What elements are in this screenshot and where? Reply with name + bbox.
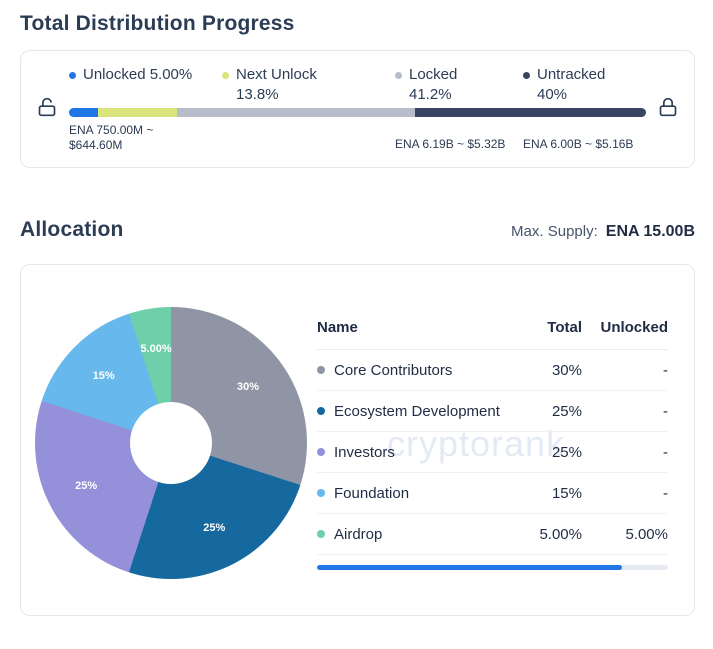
token-distribution-page: Total Distribution Progress Unlocked 5.0… [20,12,695,616]
row-unlocked: - [663,484,668,502]
row-name: Investors [334,443,395,461]
bar-segment-untracked [415,108,646,117]
legend-item-untracked: Untracked 40% [523,65,605,105]
row-unlocked: - [663,361,668,379]
row-total: 25% [551,402,582,420]
row-dot [317,407,325,415]
distribution-progress-bar[interactable] [69,108,646,117]
airdrop-progress-track [317,565,668,570]
bar-segment-unlocked [69,108,98,117]
table-header-row: Name Total Unlocked [317,319,668,350]
allocation-card: cryptorank 30% 25% 25% 15% 5.00% Name Total … [20,264,695,616]
row-dot [317,489,325,497]
legend-item-next-unlock: Next Unlock 13.8% [222,65,317,105]
row-total: 5.00% [539,525,582,543]
legend-dot-locked [395,72,402,79]
legend-item-locked: Locked 41.2% [395,65,457,105]
slice-label-ecosystem-development: 25% [203,521,226,534]
unlocked-amount: ENA 750.00M ~ $644.60M [69,123,153,153]
allocation-donut-chart[interactable]: 30% 25% 25% 15% 5.00% [35,307,307,579]
unlocked-amount-line1: ENA 750.00M ~ [69,123,154,137]
row-dot [317,448,325,456]
legend-dot-unlocked [69,72,76,79]
table-row-airdrop: Airdrop 5.00% 5.00% [317,514,668,555]
allocation-title: Allocation [20,218,124,241]
unlocked-amount-line2: $644.60M [69,138,123,152]
row-dot [317,366,325,374]
legend-label: Next Unlock [236,66,317,83]
row-total: 25% [551,443,582,461]
row-name: Ecosystem Development [334,402,500,420]
legend-label: Untracked [537,66,606,83]
row-name: Airdrop [334,525,383,543]
allocation-header: Allocation Max. Supply: ENA 15.00B [20,218,695,242]
row-total: 30% [551,361,582,379]
row-name: Core Contributors [334,361,453,379]
untracked-amount: ENA 6.00B ~ $5.16B [523,137,634,151]
row-total: 15% [551,484,582,502]
max-supply: Max. Supply: ENA 15.00B [511,223,695,241]
legend-item-unlocked: Unlocked 5.00% [69,65,192,85]
legend-value: 40% [537,86,568,103]
legend-value: 13.8% [236,86,279,103]
slice-label-investors: 25% [75,480,98,493]
row-dot [317,530,325,538]
legend-value: 41.2% [409,86,452,103]
slice-label-airdrop: 5.00% [140,342,172,355]
header-name: Name [317,319,358,336]
table-row-foundation: Foundation 15% - [317,473,668,514]
max-supply-value: ENA 15.00B [605,223,695,240]
locked-amount: ENA 6.19B ~ $5.32B [395,137,506,151]
distribution-card: Unlocked 5.00% Next Unlock 13.8% Locked … [20,50,695,168]
bar-segment-next-unlock [97,108,178,117]
row-unlocked: - [663,402,668,420]
unlock-icon [37,97,57,117]
header-unlocked: Unlocked [600,319,668,336]
header-total: Total [547,319,582,336]
legend-label: Locked [409,66,458,83]
allocation-table: Name Total Unlocked Core Contributors 30… [317,319,668,570]
bar-segment-locked [177,108,416,117]
legend-label: Unlocked 5.00% [83,66,193,83]
max-supply-label: Max. Supply: [511,223,598,240]
airdrop-progress-fill [317,565,623,570]
lock-icon [658,97,678,117]
table-row-ecosystem-development: Ecosystem Development 25% - [317,391,668,432]
table-row-investors: Investors 25% - [317,432,668,473]
table-row-core-contributors: Core Contributors 30% - [317,350,668,391]
donut-hole [130,402,212,484]
watermark: cryptorank [387,423,566,464]
row-unlocked: - [663,443,668,461]
legend-dot-next-unlock [222,72,229,79]
distribution-title: Total Distribution Progress [20,12,295,35]
legend-dot-untracked [523,72,530,79]
slice-label-core-contributors: 30% [237,381,260,394]
row-name: Foundation [334,484,410,502]
slice-label-foundation: 15% [92,369,115,382]
row-unlocked: 5.00% [625,525,668,543]
